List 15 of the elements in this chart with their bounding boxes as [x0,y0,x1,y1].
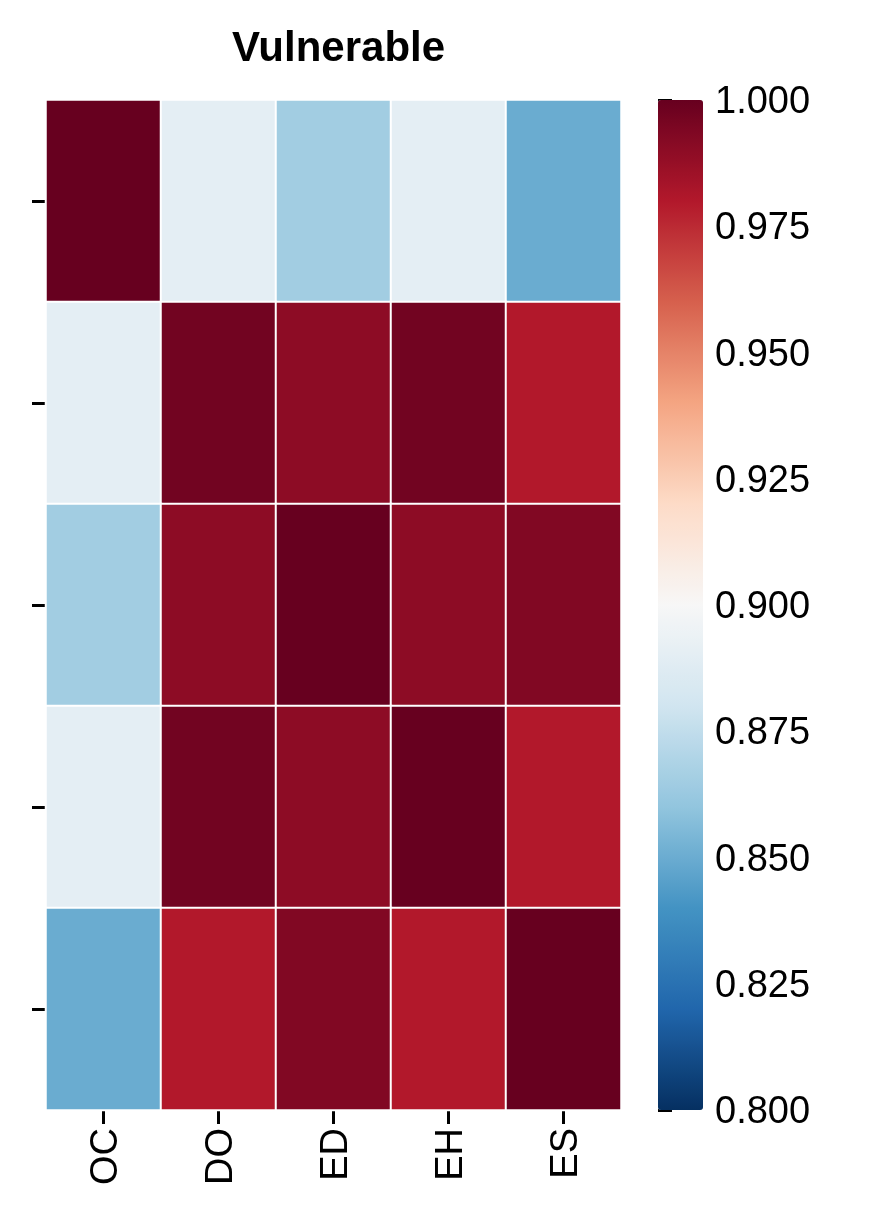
x-tick-label: EH [427,1128,470,1181]
color-bar-label: 1.000 [715,79,811,121]
color-bar-label: 0.950 [715,331,811,374]
color-bar-label: 0.925 [715,457,811,500]
x-tick-label: ED [312,1128,355,1181]
color-bar-label: 0.975 [715,205,811,248]
chart-title: Vulnerable [231,22,446,70]
color-bar-label: 0.900 [715,584,811,626]
color-bar-label: 0.850 [715,836,811,879]
color-bar-label: 0.825 [715,962,811,1005]
color-bar-label: 0.875 [715,710,811,753]
x-tick-label: DO [197,1128,240,1185]
x-tick-label: ES [542,1128,585,1179]
x-tick-label: OC [82,1128,125,1185]
color-bar-label: 0.800 [715,1089,811,1131]
